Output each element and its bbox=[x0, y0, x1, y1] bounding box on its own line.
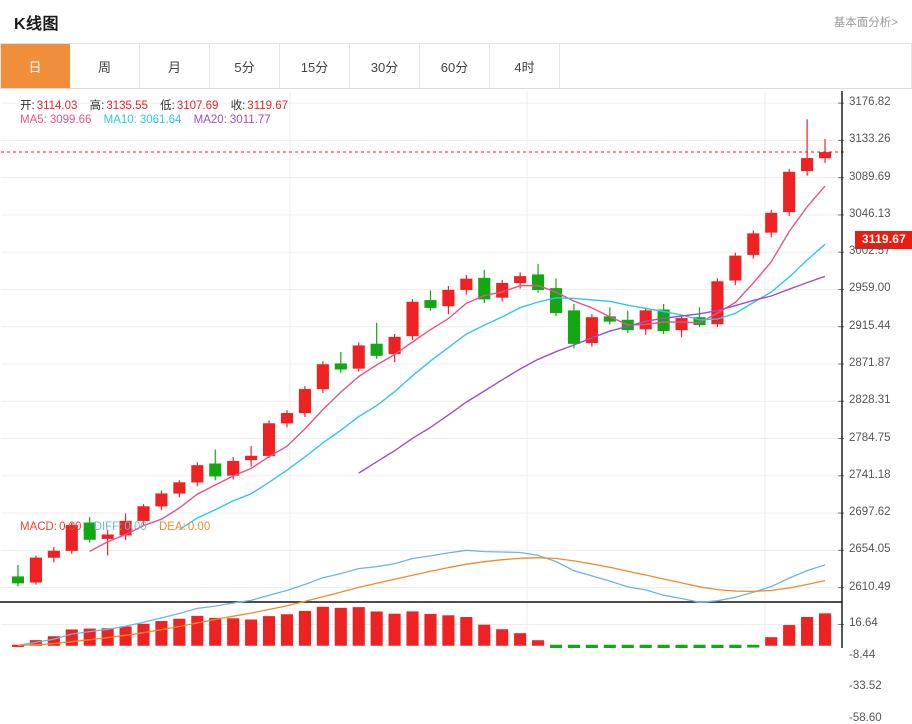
tab-month[interactable]: 月 bbox=[140, 44, 210, 88]
price-axis-label: 2610.49 bbox=[849, 580, 891, 593]
page-title: K线图 bbox=[14, 15, 60, 33]
tab-week[interactable]: 周 bbox=[70, 44, 140, 88]
page-header: K线图 基本面分析> bbox=[0, 0, 912, 44]
macd-axis-label: -58.60 bbox=[849, 711, 882, 724]
price-axis-label: 3133.26 bbox=[849, 133, 891, 146]
tab-30min[interactable]: 30分 bbox=[350, 44, 420, 88]
price-axis-label: 2871.87 bbox=[849, 357, 891, 369]
price-axis-label: 3089.69 bbox=[849, 170, 891, 183]
tab-4hour[interactable]: 4时 bbox=[490, 44, 560, 88]
fundamental-analysis-link[interactable]: 基本面分析> bbox=[833, 16, 898, 29]
price-axis-label: 2828.31 bbox=[849, 394, 891, 407]
price-axis-label: 3046.13 bbox=[849, 207, 891, 220]
tab-5min[interactable]: 5分 bbox=[210, 44, 280, 88]
price-axis-label: 2784.75 bbox=[849, 431, 891, 444]
price-axis-label: 2654.05 bbox=[849, 543, 891, 556]
tab-60min[interactable]: 60分 bbox=[420, 44, 490, 88]
price-axis-label: 2959.00 bbox=[849, 282, 891, 295]
price-axis-label: 3002.57 bbox=[849, 245, 891, 258]
tab-15min[interactable]: 15分 bbox=[280, 44, 350, 88]
tabbar-filler bbox=[560, 44, 912, 88]
price-axis-label: 2697.62 bbox=[849, 506, 891, 519]
price-axis-label: 3176.82 bbox=[849, 96, 891, 109]
macd-axis-label: -33.52 bbox=[849, 680, 882, 693]
macd-axis-label: -8.44 bbox=[849, 648, 876, 661]
price-axis-label: 2741.18 bbox=[849, 468, 891, 481]
price-axis-label: 2915.44 bbox=[849, 319, 891, 332]
current-price-tag: 3119.67 bbox=[854, 231, 912, 249]
timeframe-tabbar: 日 周 月 5分 15分 30分 60分 4时 bbox=[0, 44, 912, 89]
tab-day[interactable]: 日 bbox=[0, 44, 70, 88]
kline-chart-svg bbox=[0, 89, 912, 648]
chart-area[interactable]: 开: 3114.03 高: 3135.55 低: 3107.69 收: 3119.67 … bbox=[0, 89, 912, 724]
macd-axis-label: 16.64 bbox=[849, 617, 878, 630]
